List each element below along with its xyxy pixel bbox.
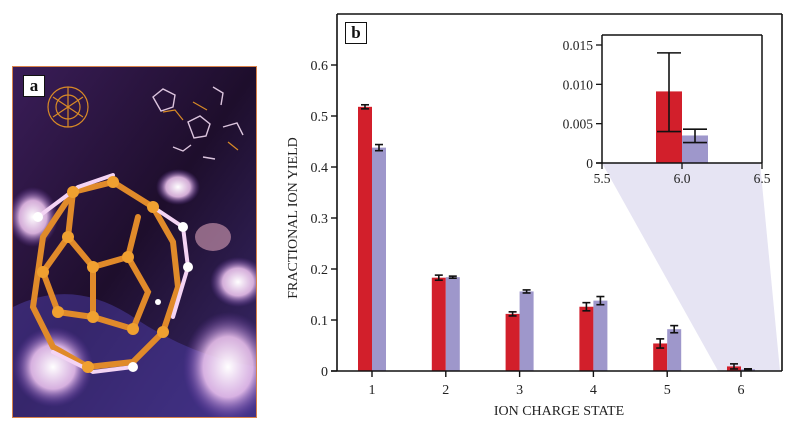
inset-y-tick-label-0: 0	[586, 156, 593, 171]
x-tick-label-3: 3	[516, 383, 523, 398]
error-bar-series-red-charge-2	[434, 274, 443, 282]
inset-x-tick-label-6.0: 6.0	[674, 171, 691, 186]
error-bar-series-red-charge-5	[656, 338, 665, 349]
inset-x-tick-label-5.5: 5.5	[594, 171, 611, 186]
panel-a-label: a	[23, 75, 45, 97]
panel-a-molecule-image: a	[12, 66, 257, 418]
x-axis-label: ION CHARGE STATE	[494, 404, 624, 419]
inset-error-bar-series-red	[657, 52, 681, 133]
bar-series-red-charge-3	[505, 313, 520, 371]
bar-series-red-charge-2	[431, 277, 446, 371]
y-axis-label: FRACTIONAL ION YIELD	[286, 137, 301, 299]
error-bar-series-lavender-charge-3	[522, 289, 531, 294]
bar-series-red-charge-5	[653, 343, 668, 371]
bar-series-lavender-charge-4	[593, 300, 608, 371]
error-bar-series-red-charge-1	[361, 103, 369, 110]
x-tick-label-6: 6	[738, 383, 745, 398]
x-tick-label-5: 5	[664, 383, 671, 398]
x-tick-label-4: 4	[590, 383, 597, 398]
error-bar-series-red-charge-4	[582, 301, 591, 312]
error-bar-series-lavender-charge-1	[375, 143, 383, 152]
x-tick-label-2: 2	[442, 383, 449, 398]
y-tick-label-0.4: 0.4	[311, 161, 329, 176]
y-tick-label-0: 0	[321, 365, 328, 380]
inset-x-tick-label-6.5: 6.5	[754, 171, 771, 186]
inset-y-tick-label-0.005: 0.005	[563, 117, 594, 132]
y-tick-label-0.1: 0.1	[311, 314, 329, 329]
bar-series-lavender-charge-3	[519, 291, 534, 371]
y-tick-label-0.3: 0.3	[311, 212, 329, 227]
y-tick-label-0.6: 0.6	[311, 59, 329, 74]
panel-b-label: b	[345, 22, 367, 44]
x-tick-label-1: 1	[369, 383, 376, 398]
error-bar-series-lavender-charge-6	[744, 368, 752, 371]
inset-error-bar-series-lavender	[683, 128, 707, 144]
zoom-indicator-region	[602, 163, 780, 371]
y-tick-label-0.5: 0.5	[311, 110, 329, 125]
error-bar-series-red-charge-6	[730, 363, 738, 370]
inset-y-tick-label-0.010: 0.010	[563, 77, 594, 92]
error-bar-series-lavender-charge-2	[448, 275, 457, 279]
error-bar-series-lavender-charge-4	[596, 295, 605, 306]
bar-series-lavender-charge-1	[372, 147, 386, 371]
inset-y-tick-label-0.015: 0.015	[563, 38, 594, 53]
fullerene-illustration	[13, 67, 256, 417]
bar-series-red-charge-1	[358, 106, 372, 371]
bar-series-lavender-charge-5	[667, 329, 682, 371]
error-bar-series-lavender-charge-5	[670, 324, 679, 334]
error-bar-series-red-charge-3	[508, 311, 517, 317]
bar-series-red-charge-4	[579, 306, 594, 371]
bar-series-lavender-charge-2	[445, 277, 460, 371]
y-tick-label-0.2: 0.2	[311, 263, 329, 278]
